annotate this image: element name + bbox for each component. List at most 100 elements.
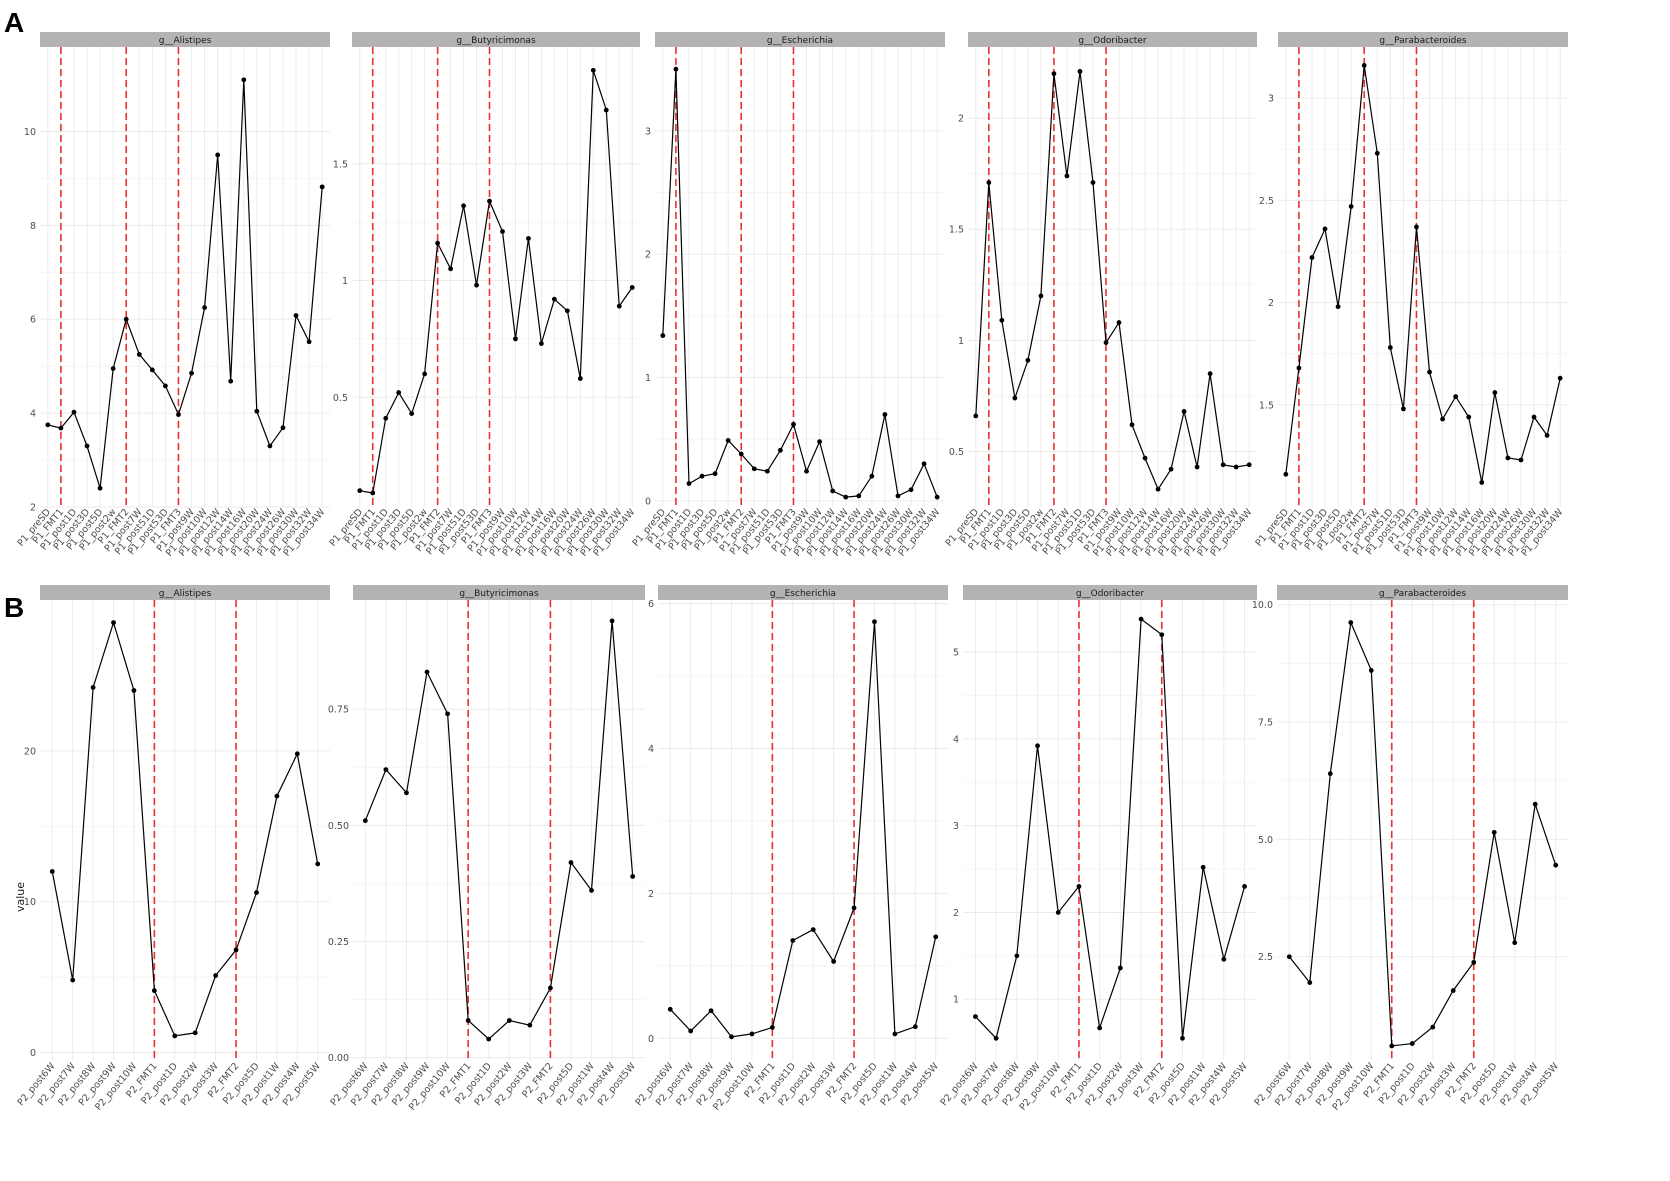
data-point [738,451,744,457]
y-tick-label: 2 [953,908,959,919]
data-point [1283,471,1289,477]
facet-panel: g__Parabacteroides1.522.53P1_preSDP1_FMT… [1253,32,1568,559]
data-point [45,422,51,428]
facet-strip-title: g__Escherichia [767,36,833,46]
y-tick-label: 1.5 [333,159,348,170]
series-line [51,620,319,1037]
data-point [973,1014,978,1020]
data-point [603,107,609,113]
y-tick-label: 6 [648,599,654,610]
y-tick-label: 2 [958,114,964,125]
y-tick-label: 1 [645,373,651,384]
data-point [609,618,615,624]
y-tick-label: 2 [645,250,651,261]
data-point [1335,304,1341,310]
y-tick-label: 0.5 [333,393,348,404]
data-point [362,818,368,824]
facet-strip [655,32,945,47]
y-tick-label: 3 [1268,94,1274,105]
data-point [564,308,570,314]
data-point [725,438,731,443]
data-point [912,1024,918,1030]
series-line [974,617,1246,1040]
data-point [123,316,129,322]
data-point [487,198,492,204]
data-point [422,371,428,377]
data-point [686,481,692,486]
facet-strip-title: g__Parabacteroides [1379,36,1466,46]
facet-panel: g__Alistipes01020P2_post6WP2_post7WP2_po… [15,585,330,1113]
data-point [933,934,939,940]
data-point [1348,620,1354,625]
data-point [1116,320,1122,325]
facet-strip [353,585,645,600]
data-point [999,317,1005,323]
y-tick-label: 10.0 [1252,600,1273,611]
data-point [1077,69,1083,74]
facet-panel: g__Butyricimonas0.000.250.500.75P2_post6… [328,585,645,1113]
data-point [1466,414,1472,420]
data-point [435,240,441,246]
data-point [749,1031,755,1037]
facet-strip-title: g__Butyricimonas [459,589,539,599]
facet-strip [963,585,1257,600]
data-point [548,985,553,991]
facet-panel: g__Alistipes246810P1_preSDP1_FMT1P1_post… [15,32,330,559]
facet-panel: g__Odoribacter12345P2_post6WP2_post7WP2_… [939,585,1257,1113]
data-point [1322,226,1328,232]
series-line [364,620,634,1040]
data-point [97,485,103,491]
data-point [1531,414,1537,420]
data-point [830,488,836,494]
facet-strip [1277,585,1568,600]
data-point [1038,293,1044,299]
facet-strip-title: g__Alistipes [159,589,212,599]
data-point [274,793,280,799]
data-point [1307,980,1313,985]
data-point [267,443,273,449]
data-point [409,411,415,416]
series-line [975,71,1250,491]
data-point [294,751,300,757]
data-point [1090,180,1096,185]
series-line [1285,65,1561,483]
y-tick-label: 0.25 [328,937,349,948]
data-point [1155,486,1161,492]
data-point [1471,959,1477,965]
facet-strip [40,585,330,600]
data-point [1296,365,1302,371]
data-point [616,303,622,309]
data-point [921,461,927,467]
data-point [84,443,90,449]
facet-strip-title: g__Alistipes [159,36,212,46]
series-line [1288,620,1557,1047]
data-point [1129,422,1135,428]
data-point [1327,771,1333,777]
data-point [1242,884,1247,889]
facet-panel: g__Escherichia0123P1_preSDP1_FMT1P1_post… [630,32,945,559]
data-point [241,77,247,83]
data-point [404,790,409,796]
data-point [1492,390,1498,395]
facet-panel: g__Parabacteroides2.55.07.510.0P2_post6W… [1252,585,1568,1113]
y-tick-label: 0.00 [328,1053,349,1064]
facet-strip-title: g__Odoribacter [1076,589,1144,599]
data-point [778,447,783,453]
data-point [895,493,901,499]
data-point [254,408,260,414]
data-point [1557,375,1563,381]
data-point [1180,1035,1185,1041]
data-point [1374,150,1380,156]
data-point [1409,1041,1415,1046]
data-point [1220,462,1226,468]
y-tick-label: 8 [30,221,36,232]
facet-strip-title: g__Escherichia [770,589,836,599]
data-point [1361,63,1367,68]
data-point [1453,394,1459,399]
y-tick-label: 1 [953,995,959,1006]
data-point [527,1022,533,1028]
data-point [1012,395,1018,401]
data-point [215,152,221,158]
y-tick-label: 10 [24,897,36,908]
series-line [669,621,937,1038]
